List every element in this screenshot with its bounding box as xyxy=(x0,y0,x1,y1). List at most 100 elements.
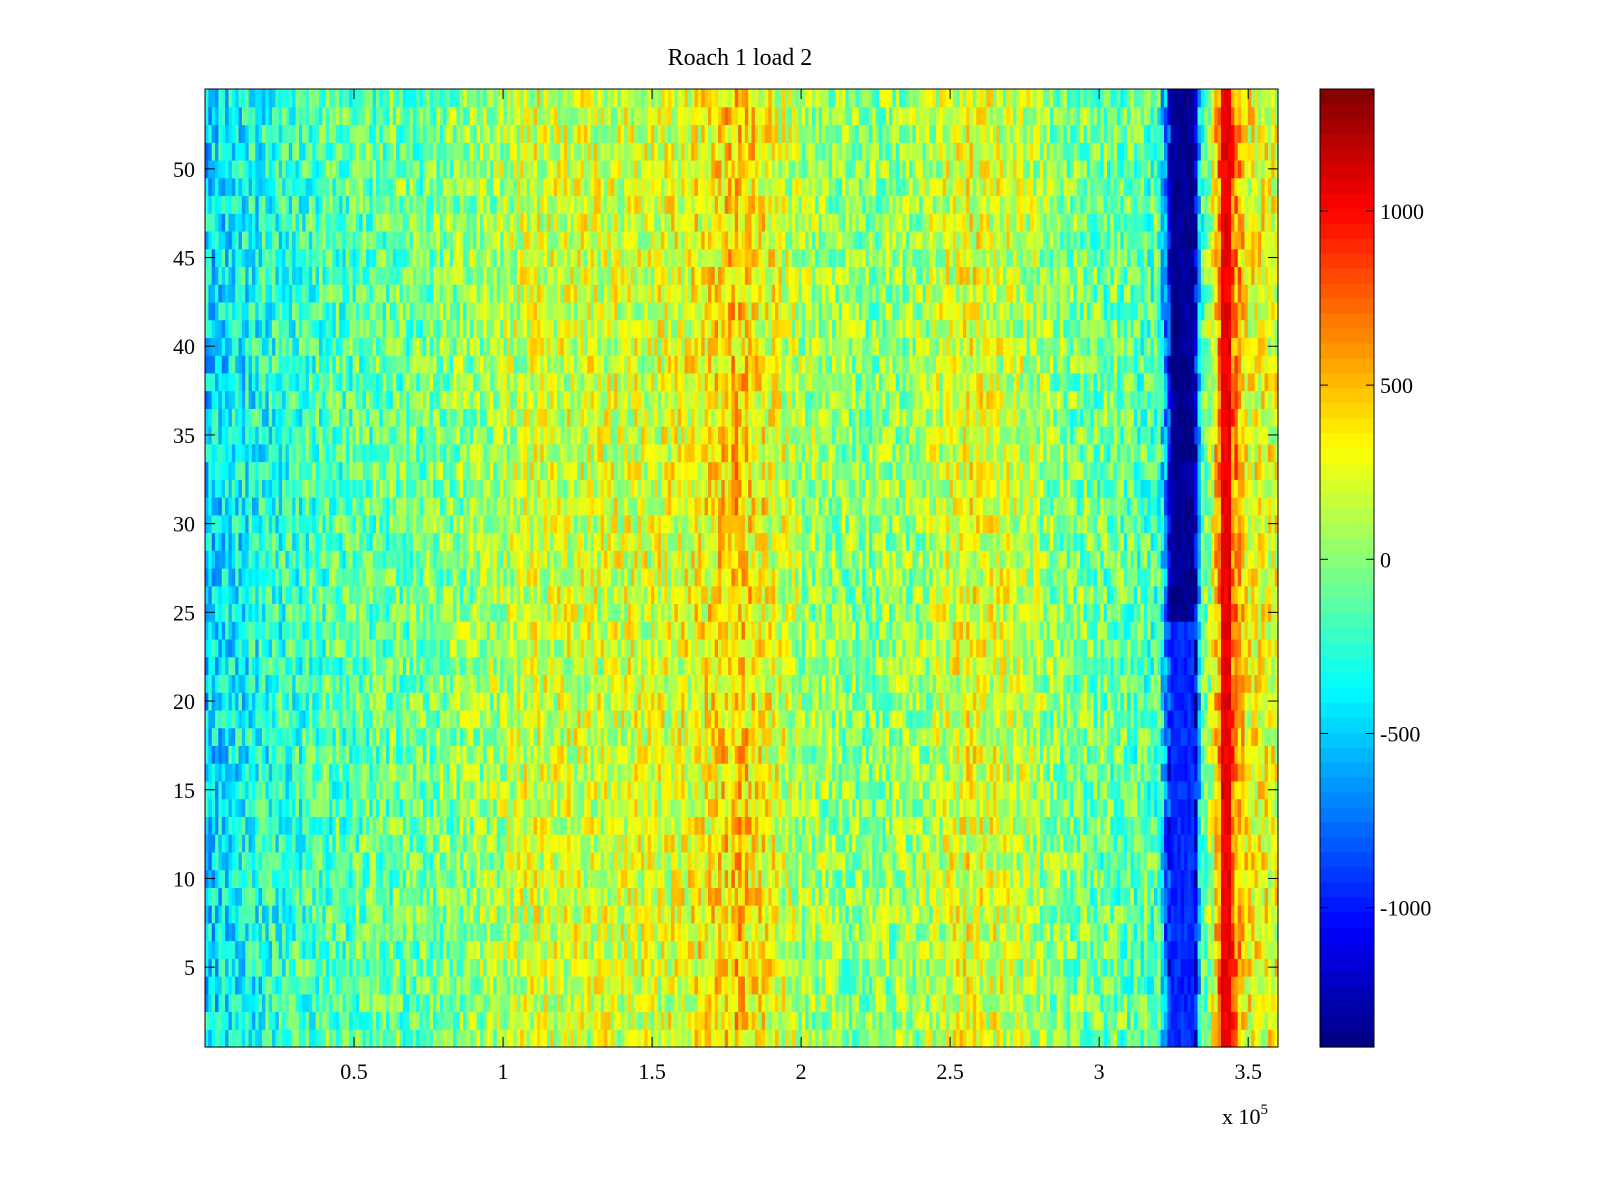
heatmap-cell xyxy=(1110,887,1115,906)
heatmap-cell xyxy=(718,993,722,1013)
heatmap-cell xyxy=(1036,780,1041,800)
heatmap-cell xyxy=(892,976,897,995)
heatmap-cell xyxy=(1086,958,1091,977)
heatmap-cell xyxy=(352,763,357,782)
heatmap-cell xyxy=(875,905,880,924)
heatmap-cell xyxy=(865,887,870,906)
heatmap-cell xyxy=(691,834,696,853)
heatmap-cell xyxy=(1190,834,1195,853)
heatmap-cell xyxy=(396,816,401,835)
heatmap-cell xyxy=(848,1011,853,1030)
heatmap-cell xyxy=(382,958,387,977)
heatmap-cell xyxy=(1009,887,1014,906)
heatmap-cell xyxy=(211,887,216,906)
heatmap-cell xyxy=(657,1029,662,1048)
heatmap-cell xyxy=(825,1029,830,1048)
heatmap-cell xyxy=(339,1011,344,1030)
heatmap-cell xyxy=(1083,1029,1088,1048)
heatmap-cell xyxy=(775,816,779,835)
heatmap-cell xyxy=(359,958,364,977)
heatmap-cell xyxy=(419,798,424,817)
heatmap-cell xyxy=(768,763,773,782)
heatmap-cell xyxy=(1197,869,1202,888)
heatmap-cell xyxy=(1106,958,1111,977)
heatmap-cell xyxy=(1224,869,1229,888)
heatmap-cell xyxy=(848,887,853,906)
heatmap-cell xyxy=(288,851,293,871)
heatmap-cell xyxy=(872,869,877,888)
heatmap-cell xyxy=(791,780,796,800)
heatmap-cell xyxy=(1026,780,1031,800)
heatmap-cell xyxy=(1231,869,1236,888)
heatmap-cell xyxy=(607,816,612,835)
heatmap-cell xyxy=(490,1011,494,1030)
heatmap-cell xyxy=(1204,780,1209,800)
heatmap-cell xyxy=(288,1029,293,1048)
heatmap-cell xyxy=(453,1029,458,1048)
heatmap-cell xyxy=(329,834,334,853)
heatmap-cell xyxy=(379,869,384,888)
heatmap-cell xyxy=(929,869,934,888)
heatmap-cell xyxy=(1187,922,1192,942)
heatmap-cell xyxy=(764,1011,769,1030)
heatmap-cell xyxy=(211,922,216,942)
heatmap-cell xyxy=(349,780,354,800)
heatmap-cell xyxy=(902,1029,907,1048)
heatmap-cell xyxy=(1167,940,1172,959)
heatmap-cell xyxy=(882,905,887,924)
heatmap-cell xyxy=(369,976,374,995)
heatmap-cell xyxy=(996,922,1001,942)
heatmap-cell xyxy=(939,887,944,906)
heatmap-cell xyxy=(1184,887,1189,906)
heatmap-cell xyxy=(523,940,528,959)
heatmap-cell xyxy=(339,958,344,977)
heatmap-cell xyxy=(956,905,961,924)
heatmap-cell xyxy=(593,816,598,835)
heatmap-cell xyxy=(1060,780,1064,800)
heatmap-cell xyxy=(302,869,307,888)
heatmap-cell xyxy=(637,780,642,800)
heatmap-cell xyxy=(402,958,407,977)
heatmap-cell xyxy=(798,780,803,800)
heatmap-cell xyxy=(412,905,417,924)
heatmap-cell xyxy=(895,958,900,977)
heatmap-cell xyxy=(952,922,957,942)
heatmap-cell xyxy=(942,922,947,942)
heatmap-cell xyxy=(355,816,360,835)
heatmap-cell xyxy=(1137,834,1142,853)
heatmap-cell xyxy=(811,940,816,959)
heatmap-cell xyxy=(832,940,836,959)
heatmap-cell xyxy=(258,780,263,800)
heatmap-cell xyxy=(902,940,907,959)
heatmap-cell xyxy=(654,905,659,924)
heatmap-cell xyxy=(496,780,501,800)
heatmap-cell xyxy=(463,816,468,835)
heatmap-cell xyxy=(1073,834,1078,853)
heatmap-cell xyxy=(694,976,699,995)
heatmap-cell xyxy=(707,798,712,817)
heatmap-cell xyxy=(349,834,354,853)
heatmap-cell xyxy=(1016,1011,1021,1030)
heatmap-cell xyxy=(241,887,246,906)
heatmap-cell xyxy=(322,798,327,817)
heatmap-cell xyxy=(308,993,313,1013)
heatmap-cell xyxy=(1006,780,1011,800)
heatmap-cell xyxy=(624,993,629,1013)
heatmap-cell xyxy=(1100,1011,1105,1030)
heatmap-cell xyxy=(526,869,531,888)
heatmap-cell xyxy=(312,816,317,835)
heatmap-cell xyxy=(543,780,548,800)
heatmap-cell xyxy=(875,887,880,906)
heatmap-cell xyxy=(473,958,478,977)
heatmap-cell xyxy=(697,851,702,871)
heatmap-cell xyxy=(1200,851,1205,871)
heatmap-cell xyxy=(500,780,505,800)
heatmap-cell xyxy=(379,1011,384,1030)
heatmap-cell xyxy=(878,869,883,888)
heatmap-cell xyxy=(664,851,669,871)
heatmap-cell xyxy=(1251,798,1256,817)
heatmap-cell xyxy=(1120,958,1125,977)
heatmap-cell xyxy=(1066,869,1071,888)
heatmap-cell xyxy=(845,798,850,817)
heatmap-cell xyxy=(456,851,461,871)
